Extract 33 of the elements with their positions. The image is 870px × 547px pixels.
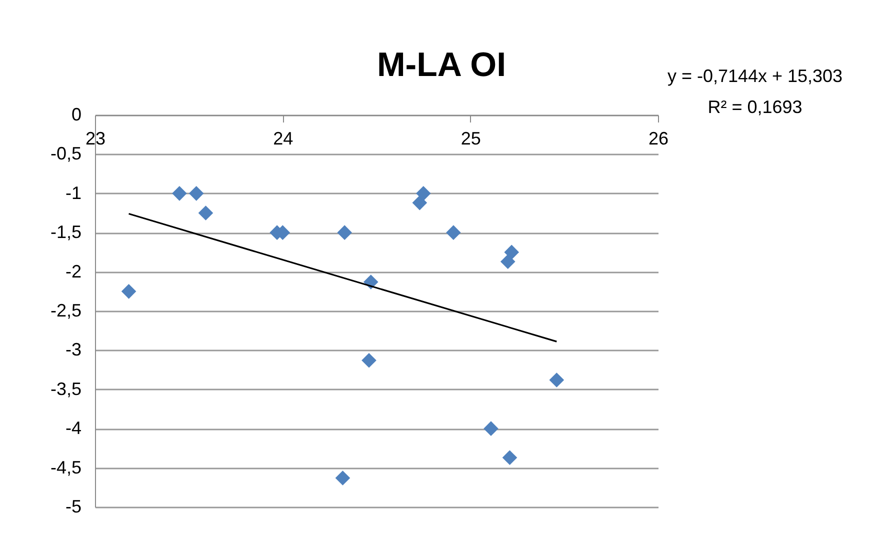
y-tick-label: -1,5: [50, 222, 82, 242]
point: [484, 421, 498, 436]
y-tick-label: -4: [65, 418, 82, 438]
y-tick-label: -2: [65, 261, 82, 282]
text: R² = 0,1693: [708, 97, 802, 117]
point: [198, 206, 214, 220]
point: [335, 470, 350, 486]
x-tick-label: 25: [460, 128, 481, 148]
point: [504, 244, 520, 260]
point: [362, 352, 376, 368]
point: [416, 186, 431, 201]
point: [502, 450, 518, 466]
y-tick-label: 0: [71, 104, 82, 124]
point: [121, 284, 136, 299]
point: [172, 186, 187, 201]
point: [500, 254, 516, 270]
point: [412, 195, 428, 210]
point: [188, 186, 204, 201]
chart-title: M-LA OI: [376, 46, 506, 84]
point: [446, 225, 461, 240]
y-tick-label: -3: [65, 340, 82, 360]
y-tick-label: -3,5: [50, 378, 82, 399]
y-tick-label: -4,5: [50, 457, 82, 478]
point: [337, 225, 352, 240]
x-tick-label: 24: [273, 128, 294, 148]
point: [549, 372, 564, 388]
y-tick-label: -0,5: [50, 144, 82, 164]
text: y = -0,7144x + 15,303: [667, 66, 843, 86]
x-tick-label: 23: [85, 128, 106, 148]
x-tick-label: 26: [648, 128, 669, 148]
y-tick-label: -2,5: [50, 300, 82, 320]
y-tick-label: -5: [65, 496, 82, 516]
y-tick-label: -1: [65, 182, 82, 203]
